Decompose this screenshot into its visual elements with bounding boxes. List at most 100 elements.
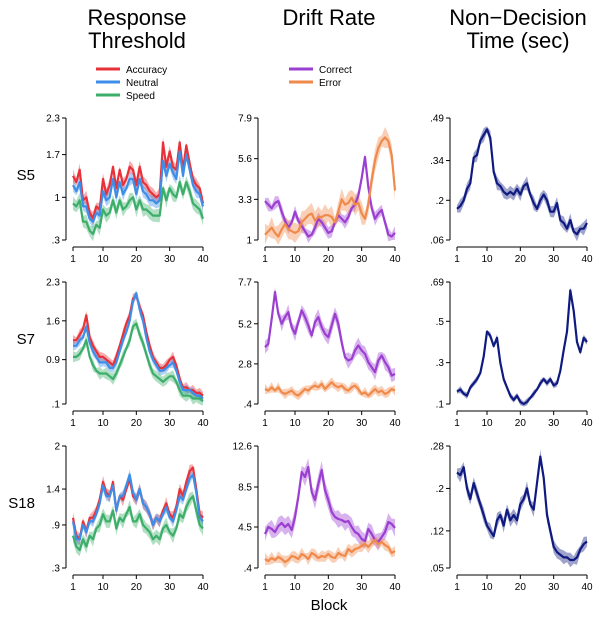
legend-drift: Correct Error [289,65,352,89]
y-tick-label-s18-drift-rate: 8.5 [238,483,252,494]
y-tick-label-s18-non-decision-time-sec: .2 [436,484,445,495]
y-tick-label-s7-drift-rate: 5.2 [238,319,252,330]
y-tick-label-s18-drift-rate: 12.6 [233,442,253,453]
x-tick-label-s7-response-threshold: 20 [131,418,143,429]
x-tick-label-s5-response-threshold: 20 [131,254,143,265]
x-tick-label-s7-response-threshold: 40 [197,418,209,429]
y-tick-label-s5-response-threshold: 2.3 [46,114,60,125]
y-tick-label-s18-response-threshold: .9 [52,520,61,531]
band-s18-non-decision-time-sec-non-decision-time [457,449,587,568]
row-label-s5: S5 [17,167,35,184]
x-tick-label-s18-non-decision-time-sec: 40 [581,582,593,593]
line-s7-drift-rate-correct [264,290,396,377]
y-tick-label-s5-drift-rate: 1 [246,236,252,247]
y-tick-label-s7-non-decision-time-sec: .1 [436,400,445,411]
x-tick-label-s7-drift-rate: 10 [289,418,301,429]
x-tick-label-s5-response-threshold: 40 [197,254,209,265]
line-s5-response-threshold-neutral [72,150,205,223]
y-tick-label-s18-non-decision-time-sec: .05 [430,564,444,575]
y-tick-label-s7-response-threshold: 2.3 [46,278,60,289]
x-tick-label-s18-non-decision-time-sec: 1 [454,582,460,593]
x-tick-label-s5-drift-rate: 30 [356,254,368,265]
x-tick-label-s5-response-threshold: 10 [97,254,109,265]
line-s18-drift-rate-error [264,538,396,564]
legend-threshold: Accuracy Neutral Speed [96,65,167,102]
y-tick-label-s7-drift-rate: .4 [244,400,253,411]
x-tick-label-s7-non-decision-time-sec: 1 [454,418,460,429]
band-s18-response-threshold-speed [73,491,203,557]
x-tick-label-s7-non-decision-time-sec: 20 [515,418,527,429]
col-title-threshold-line2: Threshold [88,28,186,53]
line-s5-drift-rate-error [264,136,397,238]
x-tick-label-s7-drift-rate: 20 [323,418,335,429]
y-tick-label-s5-response-threshold: .3 [52,236,61,247]
y-tick-label-s18-non-decision-time-sec: .28 [430,442,444,453]
panels: 2.31.71.31 10 20 30 407.95.63.311 10 20 30 40.49… [46,114,593,594]
y-tick-label-s7-response-threshold: 1.6 [46,316,60,327]
x-tick-label-s18-response-threshold: 20 [131,582,143,593]
y-tick-label-s18-drift-rate: .4 [244,564,253,575]
x-tick-label-s18-response-threshold: 1 [70,582,76,593]
x-tick-label-s7-drift-rate: 30 [356,418,368,429]
y-tick-label-s7-response-threshold: 0.9 [46,355,60,366]
y-tick-label-s5-drift-rate: 3.3 [238,195,252,206]
x-tick-label-s7-drift-rate: 40 [389,418,401,429]
x-tick-label-s5-response-threshold: 1 [70,254,76,265]
x-tick-label-s5-drift-rate: 40 [389,254,401,265]
legend-label-correct: Correct [319,65,352,76]
x-tick-label-s18-response-threshold: 10 [97,582,109,593]
line-s7-response-threshold-neutral [73,292,204,400]
panel-s5-non-decision-time-sec: .49 .34 .2 .06 1 10 20 30 40 [430,114,593,266]
x-tick-label-s18-drift-rate: 1 [262,582,268,593]
line-s7-non-decision-time-sec-non-decision-time [456,289,588,406]
x-tick-label-s18-drift-rate: 30 [356,582,368,593]
x-tick-label-s18-drift-rate: 20 [323,582,335,593]
line-s5-response-threshold-speed [72,181,205,235]
legend-label-accuracy: Accuracy [126,65,167,76]
x-tick-label-s7-response-threshold: 1 [70,418,76,429]
x-tick-label-s7-response-threshold: 10 [97,418,109,429]
y-tick-label-s7-non-decision-time-sec: .3 [436,358,445,369]
line-s5-drift-rate-correct [264,155,396,238]
line-s18-drift-rate-correct [264,465,396,544]
y-tick-label-s18-non-decision-time-sec: .12 [430,526,444,537]
col-title-drift-rate: Drift Rate [283,5,376,30]
col-title-threshold-line1: Response [87,5,186,30]
y-tick-label-s5-non-decision-time-sec: .34 [430,156,444,167]
line-s7-response-threshold-accuracy [73,294,204,397]
y-tick-label-s7-response-threshold: .1 [52,400,61,411]
panel-s18-non-decision-time-sec: .28 .2 .12 .05 1 10 20 30 40 [430,442,593,594]
x-tick-label-s5-response-threshold: 30 [164,254,176,265]
panel-s5-response-threshold: 2.3 1.7 1 .3 1 10 20 30 40 [46,114,209,266]
x-tick-label-s5-non-decision-time-sec: 20 [515,254,527,265]
line-s18-response-threshold-speed [71,495,204,552]
x-tick-label-s5-drift-rate: 10 [289,254,301,265]
y-tick-label-s5-response-threshold: 1 [54,193,60,204]
y-tick-label-s7-non-decision-time-sec: .69 [430,278,444,289]
x-tick-label-s7-drift-rate: 1 [262,418,268,429]
row-label-s7: S7 [17,331,35,348]
panel-s18-response-threshold: 2 1.4 .9 .3 1 10 20 30 40 [46,442,209,594]
y-tick-label-s18-drift-rate: 4.5 [238,523,252,534]
x-tick-label-s5-non-decision-time-sec: 40 [581,254,593,265]
band-s7-non-decision-time-sec-non-decision-time [457,286,587,407]
row-label-s18: S18 [8,495,35,512]
line-s7-drift-rate-error [264,381,396,397]
panel-s18-drift-rate: 12.6 8.5 4.5 .4 1 10 20 30 40 [233,442,401,594]
panel-s7-drift-rate: 7.7 5.2 2.8 .4 1 10 20 30 40 [238,278,401,430]
line-s18-response-threshold-accuracy [71,466,204,541]
x-tick-label-s7-non-decision-time-sec: 40 [581,418,593,429]
line-s5-non-decision-time-sec-non-decision-time [456,128,588,236]
x-tick-label-s18-drift-rate: 10 [289,582,301,593]
x-tick-label-s5-non-decision-time-sec: 1 [454,254,460,265]
x-tick-label-s7-non-decision-time-sec: 30 [548,418,560,429]
band-s18-drift-rate-error [265,535,395,569]
panel-s7-response-threshold: 2.3 1.6 0.9 .1 1 10 20 30 40 [46,278,209,430]
y-tick-label-s7-drift-rate: 2.8 [238,359,252,370]
x-tick-label-s18-response-threshold: 30 [164,582,176,593]
x-tick-label-s5-drift-rate: 20 [323,254,335,265]
y-tick-label-s5-non-decision-time-sec: .06 [430,236,444,247]
x-tick-label-s18-response-threshold: 40 [197,582,209,593]
x-tick-label-s18-non-decision-time-sec: 30 [548,582,560,593]
y-tick-label-s5-response-threshold: 1.7 [46,150,60,161]
